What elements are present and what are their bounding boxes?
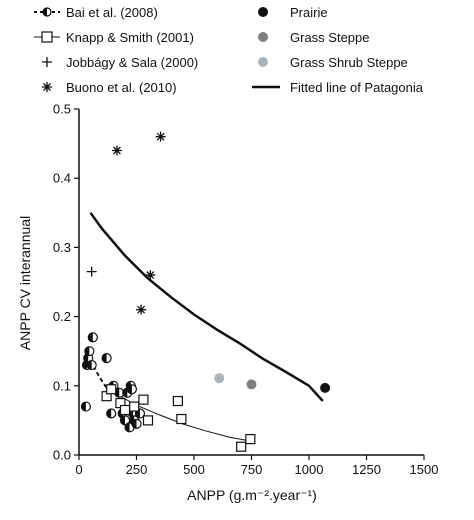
point-half-filled-circle (87, 332, 98, 343)
point-open-square (129, 401, 140, 412)
legend-item-knapp: Knapp & Smith (2001) (34, 30, 194, 45)
legend-item-grass-steppe: Grass Steppe (258, 30, 370, 45)
x-tick-label: 750 (241, 462, 263, 477)
axes: 0 250 500 750 1000 1250 1500 0.0 0.1 0.2 0.3 0.4 0.5 (53, 102, 439, 478)
legend-item-bai: Bai et al. (2008) (34, 5, 158, 20)
y-axis-label: ANPP CV interannual (17, 216, 33, 350)
point-open-square (245, 433, 256, 445)
point-asterisk (145, 270, 156, 281)
y-tick-label: 0.2 (53, 309, 71, 324)
y-tick-label: 0.3 (53, 240, 71, 255)
legend-label-knapp: Knapp & Smith (2001) (66, 30, 194, 45)
legend-label-prairie: Prairie (290, 5, 328, 20)
data-points (80, 131, 331, 452)
point-open-square (176, 413, 187, 425)
point-half-filled-circle (80, 401, 92, 412)
point-filled-circle (320, 382, 331, 393)
legend-label-jobbagy: Jobbágy & Sala (2000) (66, 55, 198, 70)
legend: Bai et al. (2008) Knapp & Smith (2001) J… (34, 5, 424, 95)
x-axis-label: ANPP (g.m⁻².year⁻¹) (187, 487, 317, 503)
legend-label-bai: Bai et al. (2008) (66, 5, 158, 20)
point-filled-circle (246, 379, 257, 390)
fit-line-solid-thick (89, 212, 324, 402)
x-tick-label: 1500 (410, 462, 439, 477)
point-half-filled-circle (101, 353, 112, 364)
point-half-filled-circle (106, 408, 117, 419)
y-tick-label: 0.5 (53, 102, 71, 117)
point-open-square (119, 404, 131, 416)
x-tick-label: 500 (183, 462, 205, 477)
y-tick-label: 0.4 (53, 171, 71, 186)
x-tick-label: 0 (75, 462, 82, 477)
x-tick-label: 1250 (352, 462, 381, 477)
point-asterisk (136, 304, 147, 315)
y-tick-label: 0.1 (53, 378, 71, 393)
point-filled-circle (214, 373, 225, 384)
legend-item-grass-shrub-steppe: Grass Shrub Steppe (258, 55, 408, 70)
point-half-filled-circle (131, 418, 142, 429)
point-open-square (172, 395, 183, 407)
x-tick-label: 1000 (295, 462, 324, 477)
point-open-square (236, 441, 247, 452)
legend-label-fitted-line: Fitted line of Patagonia (290, 80, 424, 95)
point-open-square (142, 415, 154, 426)
y-tick-label: 0.0 (53, 448, 71, 463)
point-half-filled-circle (119, 415, 131, 426)
point-open-square (106, 384, 117, 395)
legend-label-grass-steppe: Grass Steppe (290, 30, 370, 45)
point-half-filled-circle (126, 384, 137, 395)
point-asterisk (111, 145, 122, 156)
legend-label-grass-shrub-steppe: Grass Shrub Steppe (290, 55, 408, 70)
x-tick-label: 250 (126, 462, 148, 477)
point-plus (86, 266, 97, 277)
point-half-filled-circle (84, 346, 95, 357)
legend-item-buono: Buono et al. (2010) (42, 80, 177, 95)
legend-item-jobbagy: Jobbágy & Sala (2000) (42, 55, 198, 70)
legend-item-fitted-line: Fitted line of Patagonia (252, 80, 424, 95)
legend-item-prairie: Prairie (258, 5, 328, 20)
point-open-square (138, 394, 149, 405)
legend-label-buono: Buono et al. (2010) (66, 80, 177, 95)
point-asterisk (155, 131, 166, 142)
point-half-filled-circle (86, 359, 97, 371)
